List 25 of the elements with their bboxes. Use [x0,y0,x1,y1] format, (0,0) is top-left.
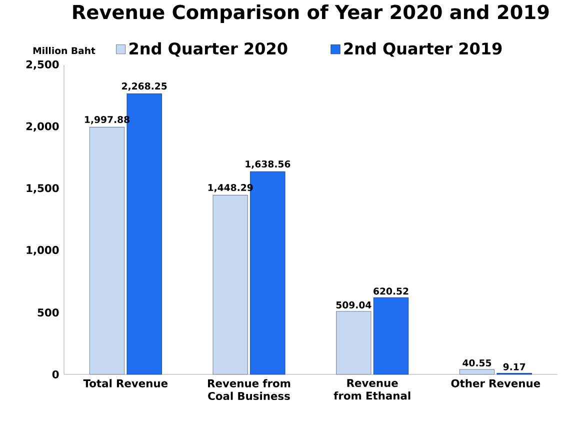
bar [373,297,409,374]
x-tick-label: Revenue from Ethanal [334,378,410,400]
y-axis-title: Million Baht [33,46,96,54]
data-label: 620.52 [374,287,408,294]
y-tick-label: 500 [38,308,59,316]
data-label: 9.17 [503,363,526,370]
legend-label: 2nd Quarter 2020 [130,42,288,57]
y-tick-label: 2,500 [26,60,59,70]
data-label: 1,638.56 [246,160,290,169]
y-tick-label: 0 [52,370,59,378]
data-label: 509.04 [336,301,372,308]
bar [89,126,125,374]
y-tick-label: 2,000 [26,122,59,132]
x-tick-label: Revenue from Coal Business [208,378,290,400]
data-label: 40.55 [462,359,492,366]
y-tick-label: 1,500 [26,184,59,194]
bar [336,310,372,374]
chart-title: Revenue Comparison of Year 2020 and 2019 [73,4,549,23]
bar [212,194,248,374]
legend-label: 2nd Quarter 2019 [344,42,502,57]
x-tick-label: Other Revenue [451,378,540,388]
y-tick-label: 1,000 [26,246,59,256]
x-tick-label: Total Revenue [83,378,168,388]
bar [459,368,495,374]
data-label: 2,268.25 [122,82,167,91]
